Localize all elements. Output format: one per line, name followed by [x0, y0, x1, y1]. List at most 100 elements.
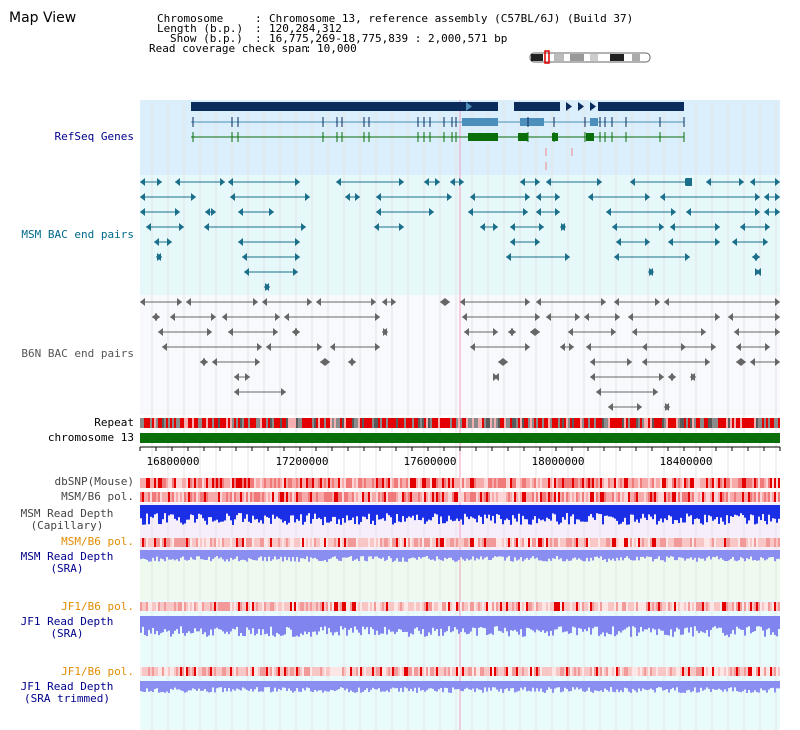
heat-cell: [488, 667, 490, 676]
heat-cell: [424, 602, 426, 611]
heat-cell: [738, 478, 740, 488]
depth-bar: [484, 550, 486, 558]
depth-bar: [320, 681, 322, 691]
depth-bar: [238, 681, 240, 690]
heat-cell: [394, 667, 396, 676]
repeat-element: [450, 418, 452, 428]
heat-cell: [440, 667, 442, 676]
heat-cell: [606, 602, 608, 611]
heat-cell: [684, 602, 686, 611]
heat-cell: [562, 667, 564, 676]
depth-bar: [430, 550, 432, 560]
repeat-element: [218, 418, 220, 428]
heat-cell: [410, 538, 412, 547]
heat-cell: [464, 602, 466, 611]
depth-bar: [576, 550, 578, 560]
depth-bar: [482, 681, 484, 693]
heat-cell: [444, 478, 446, 488]
heat-cell: [424, 478, 426, 488]
heat-cell: [606, 667, 608, 676]
depth-bar: [474, 616, 476, 629]
heat-cell: [684, 492, 686, 502]
b6n-bac-end-pairs[interactable]: [140, 298, 780, 411]
heat-cell: [388, 492, 390, 502]
heat-cell: [300, 667, 302, 676]
depth-bar: [152, 505, 154, 518]
heat-cell: [444, 602, 446, 611]
repeat-element: [192, 418, 194, 428]
heat-cell: [498, 667, 500, 676]
depth-bar: [232, 505, 234, 525]
heat-cell: [152, 538, 154, 547]
heat-cell: [316, 602, 318, 611]
heat-cell: [516, 492, 518, 502]
heat-cell: [396, 492, 398, 502]
depth-bar: [374, 550, 376, 557]
b6n-bac-end: [775, 313, 780, 321]
depth-bar: [646, 505, 648, 521]
depth-bar: [690, 550, 692, 558]
refseq-gene-models[interactable]: [191, 102, 685, 170]
b6n-bac-end: [664, 298, 669, 306]
depth-bar: [344, 505, 346, 523]
heat-cell: [376, 538, 378, 547]
heat-cell: [710, 478, 712, 488]
heat-cell: [486, 492, 488, 502]
b6n-bac-end: [445, 298, 450, 306]
heat-cell: [270, 602, 272, 611]
heat-cell: [168, 667, 170, 676]
depth-bar: [414, 550, 416, 559]
msm-bac-end: [238, 238, 243, 246]
heat-cell: [664, 538, 666, 547]
heat-cell: [462, 538, 464, 547]
depth-bar: [286, 505, 288, 525]
heat-cell: [742, 667, 744, 676]
msm-bac-end: [191, 193, 196, 201]
depth-bar: [238, 616, 240, 636]
depth-bar: [228, 681, 230, 689]
depth-bar: [570, 616, 572, 633]
heat-cell: [498, 602, 500, 611]
depth-bar: [354, 616, 356, 627]
repeat-element: [148, 418, 150, 428]
heat-cell: [550, 538, 552, 547]
heat-cell: [218, 478, 220, 488]
b6n-bac-end: [275, 313, 280, 321]
depth-bar: [752, 505, 754, 516]
depth-bar: [768, 550, 770, 558]
heat-cell: [774, 478, 776, 488]
heat-cell: [186, 478, 188, 488]
depth-bar: [666, 550, 668, 557]
repeat-element: [704, 418, 706, 428]
depth-bar: [520, 550, 522, 558]
msm-bac-end-pairs[interactable]: [140, 178, 780, 291]
depth-bar: [288, 681, 290, 689]
heat-cell: [644, 602, 646, 611]
depth-bar: [502, 681, 504, 693]
heat-cell: [356, 478, 358, 488]
heat-cell: [766, 602, 768, 611]
msm-bac-end: [755, 253, 760, 261]
depth-bar: [500, 550, 502, 557]
repeat-element: [740, 418, 742, 428]
depth-bar: [408, 681, 410, 692]
depth-bar: [156, 505, 158, 514]
heat-cell: [398, 478, 400, 488]
depth-bar: [328, 681, 330, 692]
depth-bar: [742, 505, 744, 516]
heat-cell: [724, 602, 726, 611]
heat-cell: [262, 538, 264, 547]
depth-bar: [644, 681, 646, 690]
heat-cell: [174, 492, 176, 502]
msm-bac-end: [614, 253, 619, 261]
heat-cell: [604, 602, 606, 611]
repeat-element: [718, 418, 720, 428]
heat-cell: [226, 492, 228, 502]
repeat-element: [768, 418, 770, 428]
heat-cell: [212, 667, 214, 676]
depth-bar: [272, 550, 274, 560]
depth-bar: [360, 616, 362, 636]
heat-cell: [632, 538, 634, 547]
heat-cell: [208, 667, 210, 676]
depth-bar: [312, 616, 314, 632]
